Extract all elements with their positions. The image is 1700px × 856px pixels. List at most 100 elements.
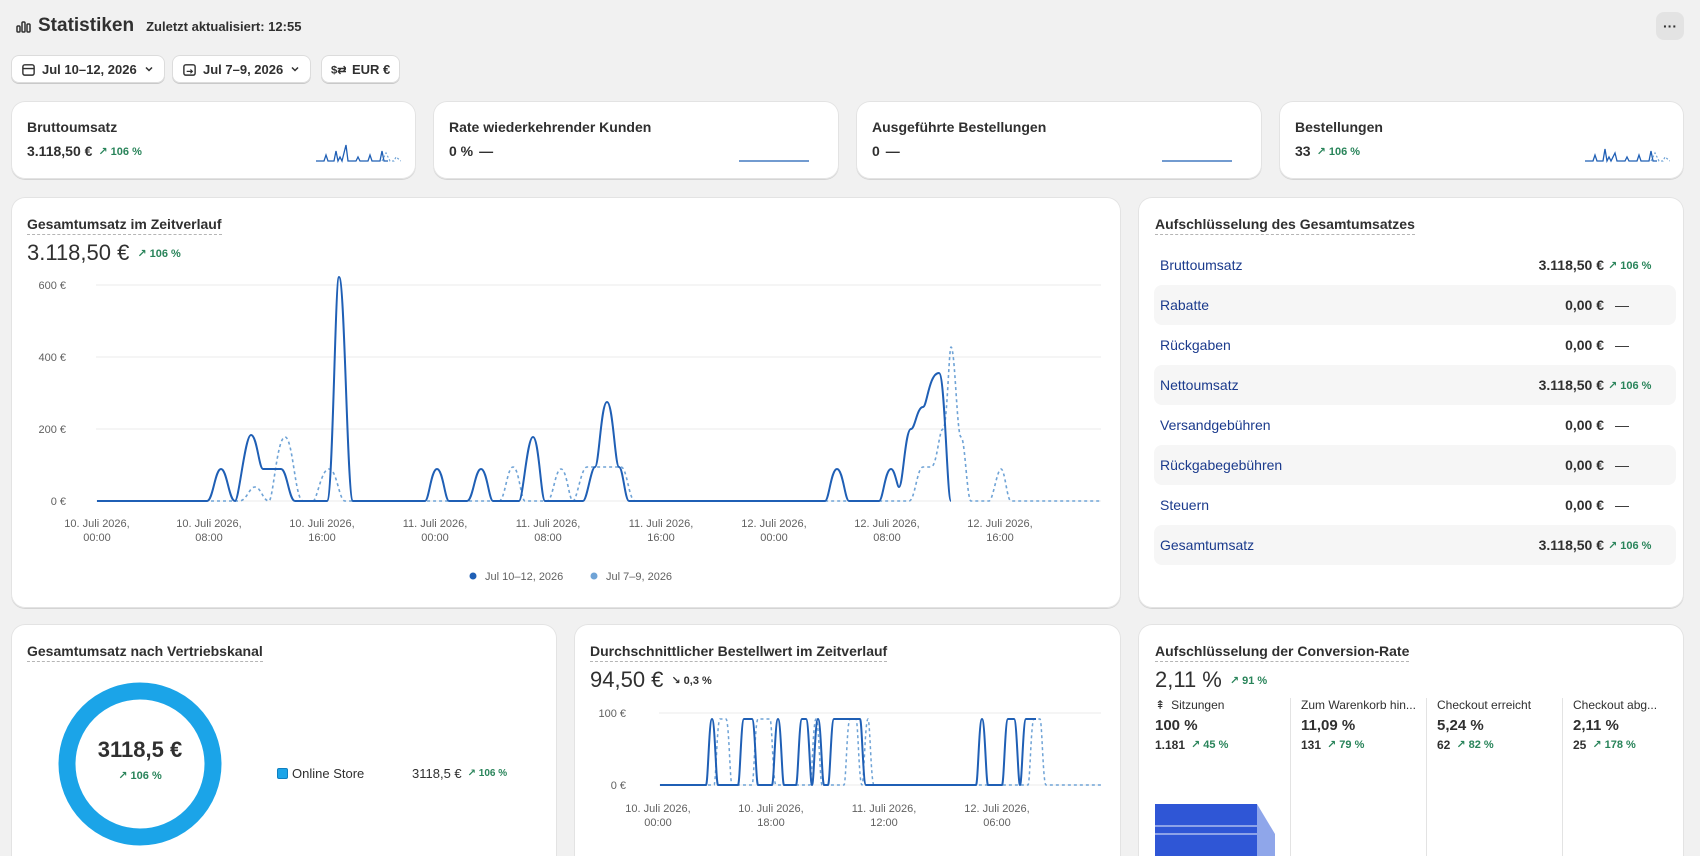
breakdown-row[interactable]: Rückgaben 0,00 € — [1154,325,1676,365]
breakdown-value: 0,00 € [1565,497,1604,513]
funnel-step-count: 131 [1301,738,1322,752]
card-title[interactable]: Gesamtumsatz im Zeitverlauf [27,216,222,235]
channel-legend-item[interactable]: Online Store [277,766,364,781]
kpi-sparkline [316,144,401,163]
analytics-icon [16,21,31,33]
chart-legend: Jul 10–12, 2026 Jul 7–9, 2026 [469,571,672,583]
breakdown-name[interactable]: Rabatte [1160,297,1210,313]
funnel-step-sub: 25 ↗ 178 % [1573,738,1684,752]
legend-swatch [277,768,288,779]
breakdown-row[interactable]: Bruttoumsatz 3.118,50 € ↗ 106 % [1154,245,1676,285]
kpi-card-returning-rate[interactable]: Rate wiederkehrender Kunden 0 % — [433,101,839,179]
svg-text:$⇄: $⇄ [331,64,346,76]
x-tick-label: 10. Juli 2026, 08:00 [176,518,241,544]
more-actions-button[interactable]: ··· [1656,12,1684,40]
kpi-value: 33 [1295,143,1311,159]
breakdown-name[interactable]: Steuern [1160,497,1210,513]
x-tick-label: 12. Juli 2026, 16:00 [967,518,1032,544]
funnel-step[interactable]: Checkout abg... 2,11 % 25 ↗ 178 % [1562,698,1684,856]
funnel-step-change: ↗ 45 % [1191,739,1229,751]
funnel-step-pct: 5,24 % [1437,717,1484,734]
channel-value: 3118,5 € [412,766,462,781]
donut-ring [58,682,222,846]
y-tick-label: 400 € [38,352,66,364]
breakdown-change: — [1615,337,1629,353]
sales-over-time-card: Gesamtumsatz im Zeitverlauf 3.118,50 € ↗… [11,197,1121,608]
breakdown-value: 0,00 € [1565,417,1604,433]
breakdown-name[interactable]: Rückgabegebühren [1160,457,1283,473]
breakdown-row[interactable]: Nettoumsatz 3.118,50 € ↗ 106 % [1154,365,1676,405]
breakdown-value: 3.118,50 € [1538,257,1604,273]
kpi-label: Rate wiederkehrender Kunden [449,119,652,135]
card-title[interactable]: Gesamtumsatz nach Vertriebskanal [27,643,263,662]
funnel-step[interactable]: ⇞ Sitzungen 100 % 1.181 ↗ 45 % [1155,698,1285,752]
kpi-sparkline [1162,160,1232,162]
card-title[interactable]: Aufschlüsselung der Conversion-Rate [1155,643,1410,662]
compare-calendar-icon [183,63,196,76]
conversion-value-row: 2,11 % ↗ 91 % [1155,667,1267,693]
kpi-change: — [479,143,494,159]
kpi-card-gross-sales[interactable]: Bruttoumsatz 3.118,50 € ↗ 106 % [11,101,416,179]
channel-donut-chart [58,682,222,846]
kpi-label: Bestellungen [1295,119,1383,135]
breakdown-name[interactable]: Nettoumsatz [1160,377,1239,393]
aov-value-row: 94,50 € ↘ 0,3 % [590,667,712,693]
breakdown-row[interactable]: Rückgabegebühren 0,00 € — [1154,445,1676,485]
breakdown-value: 0,00 € [1565,337,1604,353]
card-title[interactable]: Durchschnittlicher Bestellwert im Zeitve… [590,643,888,662]
last-updated: Zuletzt aktualisiert: 12:55 [146,18,302,34]
x-tick-label: 10. Juli 2026, 16:00 [289,518,354,544]
donut-center: 3118,5 € ↗ 106 % [55,737,225,782]
funnel-step-label: Sitzungen [1171,698,1225,712]
breakdown-change: — [1615,497,1629,513]
compare-range-button[interactable]: Jul 7–9, 2026 [172,55,312,83]
card-title[interactable]: Aufschlüsselung des Gesamtumsatzes [1155,216,1415,235]
breakdown-name[interactable]: Rückgaben [1160,337,1231,353]
breakdown-row[interactable]: Rabatte 0,00 € — [1154,285,1676,325]
kpi-card-orders[interactable]: Bestellungen 33 ↗ 106 % [1279,101,1684,179]
funnel-step-count: 25 [1573,738,1587,752]
breakdown-change: — [1615,417,1629,433]
funnel-step-pct: 2,11 % [1573,717,1619,734]
conversion-value: 2,11 % [1155,667,1222,692]
x-tick-label: 11. Juli 2026, 16:00 [629,518,694,544]
breakdown-row[interactable]: Gesamtumsatz 3.118,50 € ↗ 106 % [1154,525,1676,565]
breakdown-name[interactable]: Gesamtumsatz [1160,537,1255,553]
breakdown-row[interactable]: Versandgebühren 0,00 € — [1154,405,1676,445]
aov-compare-line [660,718,1101,786]
sales-total-row: 3.118,50 € ↗ 106 % [27,240,181,266]
donut-center-value: 3118,5 € [97,737,183,762]
compare-series-line [97,346,1101,502]
kpi-value: 3.118,50 € [27,143,93,159]
x-tick-label: 10. Juli 2026, 00:00 [625,803,690,829]
breakdown-name[interactable]: Bruttoumsatz [1160,257,1243,273]
sales-breakdown-card: Aufschlüsselung des Gesamtumsatzes Brutt… [1138,197,1684,608]
date-range-button[interactable]: Jul 10–12, 2026 [11,55,165,83]
sessions-icon: ⇞ [1155,698,1166,712]
funnel-step[interactable]: Checkout erreicht 5,24 % 62 ↗ 82 % [1426,698,1551,856]
kpi-card-fulfilled-orders[interactable]: Ausgeführte Bestellungen 0— [856,101,1262,179]
channel-name: Online Store [292,766,365,781]
currency-button[interactable]: $⇄ EUR € [321,55,401,83]
funnel-step-count: 1.181 [1155,738,1186,752]
channel-value-row: 3118,5 € ↗ 106 % [412,766,507,781]
y-gridlines [96,284,1101,502]
conversion-breakdown-card: Aufschlüsselung der Conversion-Rate 2,11… [1138,624,1684,856]
y-tick-label: 200 € [38,424,66,436]
sales-line-chart: 600 € 400 € 200 € 0 € 10. Juli 2026, 00:0… [38,275,1101,583]
x-tick-label: 11. Juli 2026, 00:00 [403,518,468,544]
kpi-value-row: 3.118,50 € ↗ 106 % [27,143,142,159]
currency-label: EUR € [352,61,391,77]
kpi-value-row: 33 ↗ 106 % [1295,143,1360,159]
funnel-step-sub: 62 ↗ 82 % [1437,738,1551,752]
breakdown-row[interactable]: Steuern 0,00 € — [1154,485,1676,525]
x-tick-label: 10. Juli 2026, 18:00 [738,803,803,829]
kpi-sparkline [1585,148,1670,163]
x-tick-label: 12. Juli 2026, 08:00 [854,518,919,544]
breakdown-name[interactable]: Versandgebühren [1160,417,1271,433]
breakdown-change: ↗ 106 % [1608,379,1652,392]
legend-label-primary: Jul 10–12, 2026 [485,571,563,583]
funnel-step[interactable]: Zum Warenkorb hin... 11,09 % 131 ↗ 79 % [1290,698,1416,856]
funnel-bar-dropoff [1257,804,1275,856]
breakdown-value: 0,00 € [1565,297,1604,313]
